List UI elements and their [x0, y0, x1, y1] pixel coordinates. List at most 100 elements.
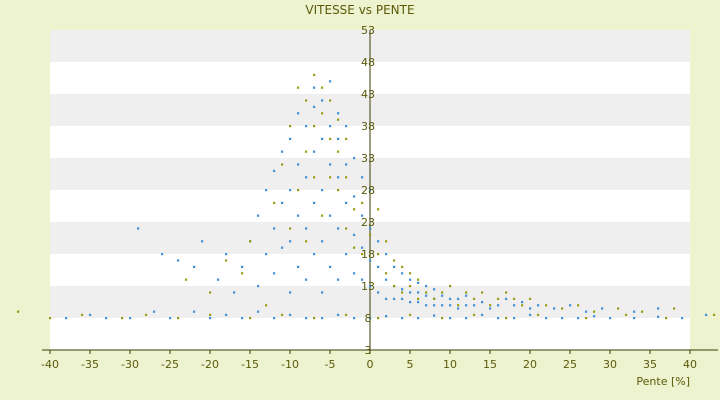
- x-tick-label: -20: [201, 358, 219, 371]
- x-tick-label: -10: [281, 358, 299, 371]
- x-tick-label: 35: [643, 358, 657, 371]
- data-point: [289, 137, 292, 140]
- data-point: [353, 246, 356, 249]
- data-point: [185, 278, 188, 281]
- data-point: [313, 317, 316, 320]
- y-tick-label: 18: [361, 248, 375, 261]
- data-point: [289, 291, 292, 294]
- data-point: [441, 294, 444, 297]
- data-point: [281, 313, 284, 316]
- data-point: [609, 317, 612, 320]
- data-point: [561, 317, 564, 320]
- data-point: [401, 297, 404, 300]
- y-tick-label: 28: [361, 184, 375, 197]
- data-point: [337, 150, 340, 153]
- data-point: [657, 307, 660, 310]
- data-point: [585, 317, 588, 320]
- data-point: [193, 310, 196, 313]
- data-point: [321, 240, 324, 243]
- data-point: [305, 240, 308, 243]
- data-point: [449, 304, 452, 307]
- x-tick-label: -30: [121, 358, 139, 371]
- data-point: [209, 291, 212, 294]
- data-point: [17, 310, 20, 313]
- data-point: [417, 317, 420, 320]
- data-point: [289, 189, 292, 192]
- data-point: [481, 301, 484, 304]
- data-point: [337, 112, 340, 115]
- data-point: [593, 310, 596, 313]
- data-point: [65, 317, 68, 320]
- data-point: [273, 317, 276, 320]
- data-point: [457, 307, 460, 310]
- data-point: [289, 240, 292, 243]
- data-point: [305, 125, 308, 128]
- data-point: [289, 227, 292, 230]
- data-point: [465, 317, 468, 320]
- data-point: [121, 317, 124, 320]
- y-tick-label: 43: [361, 88, 375, 101]
- data-point: [385, 253, 388, 256]
- data-point: [457, 304, 460, 307]
- data-point: [385, 297, 388, 300]
- data-point: [305, 150, 308, 153]
- data-point: [521, 301, 524, 304]
- data-point: [329, 80, 332, 83]
- data-point: [425, 304, 428, 307]
- data-point: [433, 288, 436, 291]
- data-point: [529, 313, 532, 316]
- data-point: [465, 304, 468, 307]
- data-point: [265, 304, 268, 307]
- data-point: [361, 253, 364, 256]
- data-point: [401, 265, 404, 268]
- data-point: [377, 265, 380, 268]
- data-point: [209, 313, 212, 316]
- data-point: [329, 125, 332, 128]
- data-point: [353, 317, 356, 320]
- data-point: [409, 278, 412, 281]
- data-point: [385, 278, 388, 281]
- data-point: [585, 310, 588, 313]
- data-point: [337, 313, 340, 316]
- data-point: [393, 259, 396, 262]
- data-point: [257, 214, 260, 217]
- data-point: [473, 304, 476, 307]
- data-point: [273, 169, 276, 172]
- data-point: [593, 315, 596, 318]
- data-point: [545, 304, 548, 307]
- data-point: [425, 285, 428, 288]
- x-tick-label: 15: [483, 358, 497, 371]
- data-point: [225, 259, 228, 262]
- data-point: [129, 317, 132, 320]
- data-point: [329, 214, 332, 217]
- data-point: [281, 246, 284, 249]
- data-point: [417, 278, 420, 281]
- data-point: [321, 189, 324, 192]
- data-point: [329, 265, 332, 268]
- data-point: [249, 317, 252, 320]
- data-point: [297, 265, 300, 268]
- data-point: [345, 176, 348, 179]
- data-point: [265, 253, 268, 256]
- data-point: [465, 291, 468, 294]
- data-point: [369, 285, 372, 288]
- data-point: [81, 313, 84, 316]
- data-point: [273, 201, 276, 204]
- data-point: [305, 317, 308, 320]
- data-point: [449, 317, 452, 320]
- data-point: [241, 265, 244, 268]
- data-point: [345, 125, 348, 128]
- data-point: [209, 317, 212, 320]
- data-point: [361, 278, 364, 281]
- data-point: [89, 313, 92, 316]
- data-point: [321, 317, 324, 320]
- data-point: [289, 313, 292, 316]
- data-point: [225, 253, 228, 256]
- data-point: [233, 291, 236, 294]
- data-point: [153, 310, 156, 313]
- data-point: [353, 272, 356, 275]
- data-point: [433, 297, 436, 300]
- data-point: [377, 253, 380, 256]
- data-point: [369, 259, 372, 262]
